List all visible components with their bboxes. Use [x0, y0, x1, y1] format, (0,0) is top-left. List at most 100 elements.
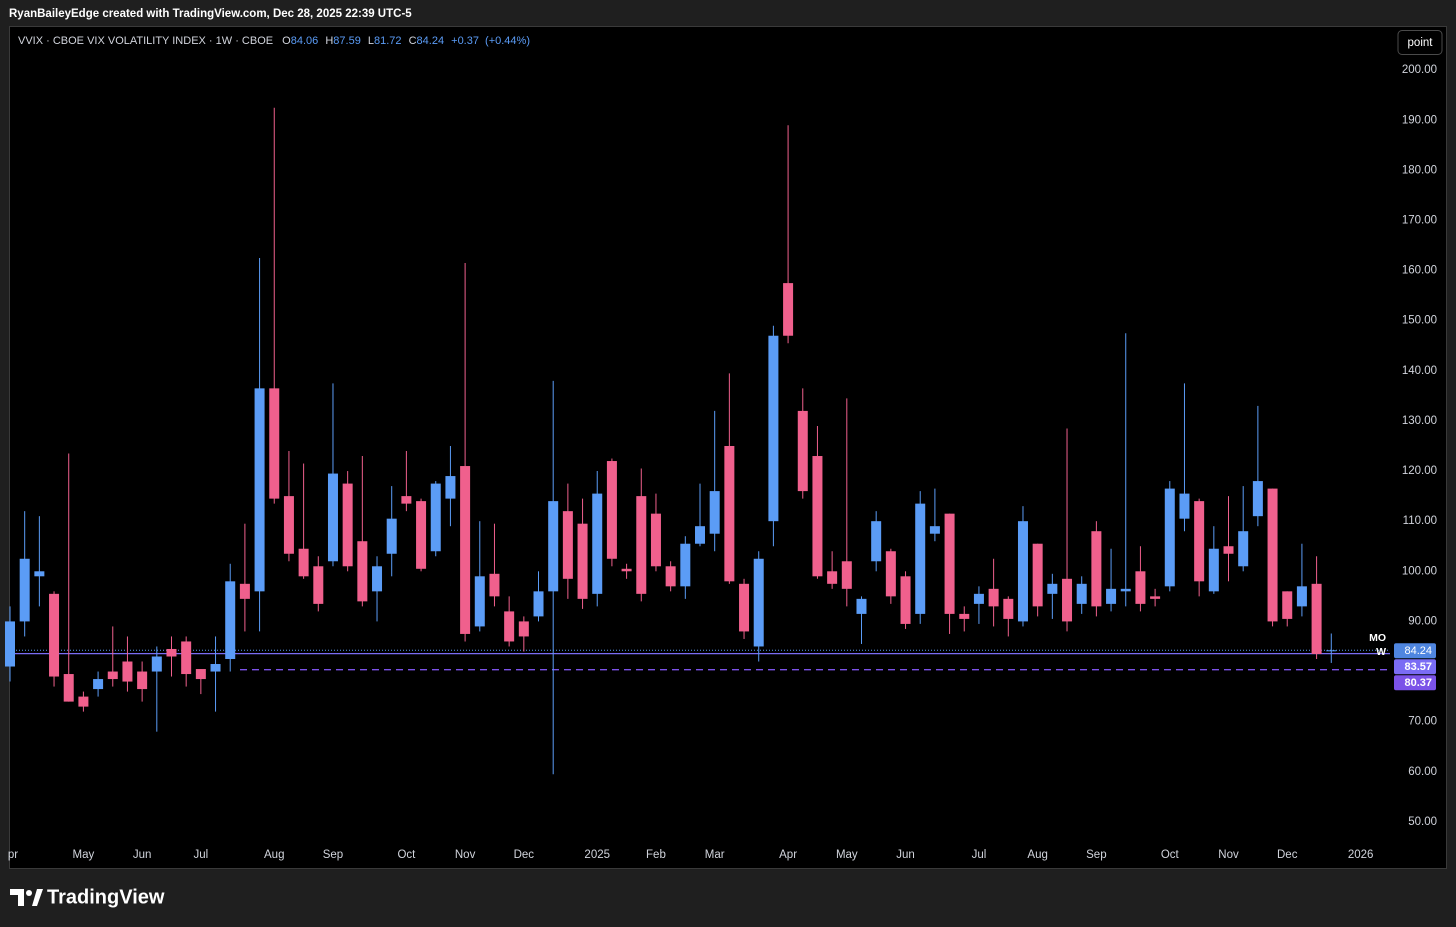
candle-body: [959, 613, 970, 619]
candle-body: [753, 558, 764, 647]
brand-name: TradingView: [47, 886, 165, 908]
scale-mode-button[interactable]: [1397, 30, 1443, 55]
candle-body: [504, 611, 515, 642]
x-tick-label: Jun: [896, 849, 915, 861]
candle-body: [357, 541, 368, 602]
open-value: 84.06: [291, 35, 319, 47]
logo-mark: [10, 889, 24, 906]
candle-body: [650, 513, 661, 567]
candle-body: [973, 593, 984, 604]
y-tick-label: 60.00: [1408, 766, 1437, 778]
candle-body: [768, 335, 779, 522]
candle-body: [269, 388, 280, 499]
x-tick-label: Sep: [1086, 849, 1106, 861]
candle-body: [107, 671, 118, 680]
candle-body: [592, 493, 603, 594]
change: +0.37: [451, 35, 479, 47]
level-price-label: 83.57: [1404, 661, 1432, 673]
candle-body: [181, 641, 192, 675]
candle-body: [430, 483, 441, 552]
candle-body: [621, 568, 632, 572]
high-value: 87.59: [333, 35, 361, 47]
y-tick-label: 120.00: [1402, 465, 1437, 477]
candle-body: [841, 561, 852, 589]
candle-body: [562, 511, 573, 579]
candle-body: [1238, 531, 1249, 567]
x-tick-label: Nov: [455, 849, 476, 861]
close-value: 84.24: [417, 35, 445, 47]
x-tick-label: pr: [8, 849, 18, 861]
candle-body: [1120, 588, 1131, 592]
candle-body: [783, 283, 794, 336]
brand-logo: [10, 889, 43, 906]
candle-body: [327, 473, 338, 562]
candle-body: [636, 496, 647, 594]
candle-body: [827, 571, 838, 584]
x-tick-label: Dec: [1277, 849, 1298, 861]
x-tick-label: Oct: [1161, 849, 1180, 861]
candle-body: [1282, 591, 1293, 619]
candle-body: [929, 526, 940, 534]
y-tick-label: 100.00: [1402, 565, 1437, 577]
candle-body: [1106, 588, 1117, 604]
candle-body: [63, 674, 74, 702]
y-tick-label: 90.00: [1408, 615, 1437, 627]
candle-body: [988, 588, 999, 607]
candle-body: [298, 548, 309, 577]
candle-body: [1311, 583, 1322, 654]
scale-mode-label[interactable]: point: [1408, 37, 1434, 49]
candle-body: [1223, 546, 1234, 554]
candle-body: [195, 669, 206, 680]
high-prefix: H: [325, 35, 333, 47]
candle-body: [1135, 571, 1146, 604]
y-tick-label: 200.00: [1402, 64, 1437, 76]
candle-body: [254, 388, 265, 592]
candle-body: [518, 621, 529, 637]
candle-body: [871, 521, 882, 562]
candle-body: [1208, 548, 1219, 592]
low-value: 81.72: [374, 35, 402, 47]
y-tick-label: 70.00: [1408, 716, 1437, 728]
x-tick-label: 2025: [584, 849, 610, 861]
candle-body: [797, 410, 808, 492]
y-tick-label: 130.00: [1402, 415, 1437, 427]
candle-body: [1267, 488, 1278, 622]
candle-body: [445, 476, 456, 499]
x-tick-label: Dec: [514, 849, 535, 861]
candle-body: [78, 696, 89, 707]
last-price-box: [1394, 643, 1436, 659]
candle-body: [695, 526, 705, 544]
symbol-info: VVIX · CBOE VIX VOLATILITY INDEX · 1W · …: [18, 35, 273, 47]
candle-body: [1032, 543, 1043, 607]
candle-body: [210, 664, 221, 672]
candle-body: [1194, 501, 1205, 582]
candle-body: [474, 576, 485, 627]
candle-body: [724, 445, 735, 582]
candle-body: [548, 501, 559, 592]
candle-body: [1047, 583, 1058, 594]
x-tick-label: Sep: [323, 849, 343, 861]
x-tick-label: Mar: [705, 849, 725, 861]
candle-body: [401, 496, 412, 504]
candle-body: [1150, 596, 1161, 599]
x-tick-label: Apr: [779, 849, 797, 861]
candle-body: [5, 621, 15, 667]
candle-body: [1062, 578, 1073, 622]
level-price-box: [1394, 659, 1436, 675]
logo-dot: [26, 890, 32, 896]
y-tick-label: 170.00: [1402, 214, 1437, 226]
candle-body: [680, 543, 691, 587]
candle-body: [577, 523, 588, 599]
level-name: MO: [1369, 632, 1386, 644]
y-tick-label: 110.00: [1403, 515, 1437, 527]
level-price-label: 80.37: [1404, 677, 1432, 689]
candle-body: [313, 566, 324, 604]
y-tick-label: 50.00: [1408, 816, 1437, 828]
candle-body: [944, 513, 955, 614]
candle-body: [1296, 586, 1307, 607]
candle-body: [1164, 488, 1175, 587]
candle-body: [1017, 521, 1028, 622]
candle-body: [709, 491, 720, 534]
